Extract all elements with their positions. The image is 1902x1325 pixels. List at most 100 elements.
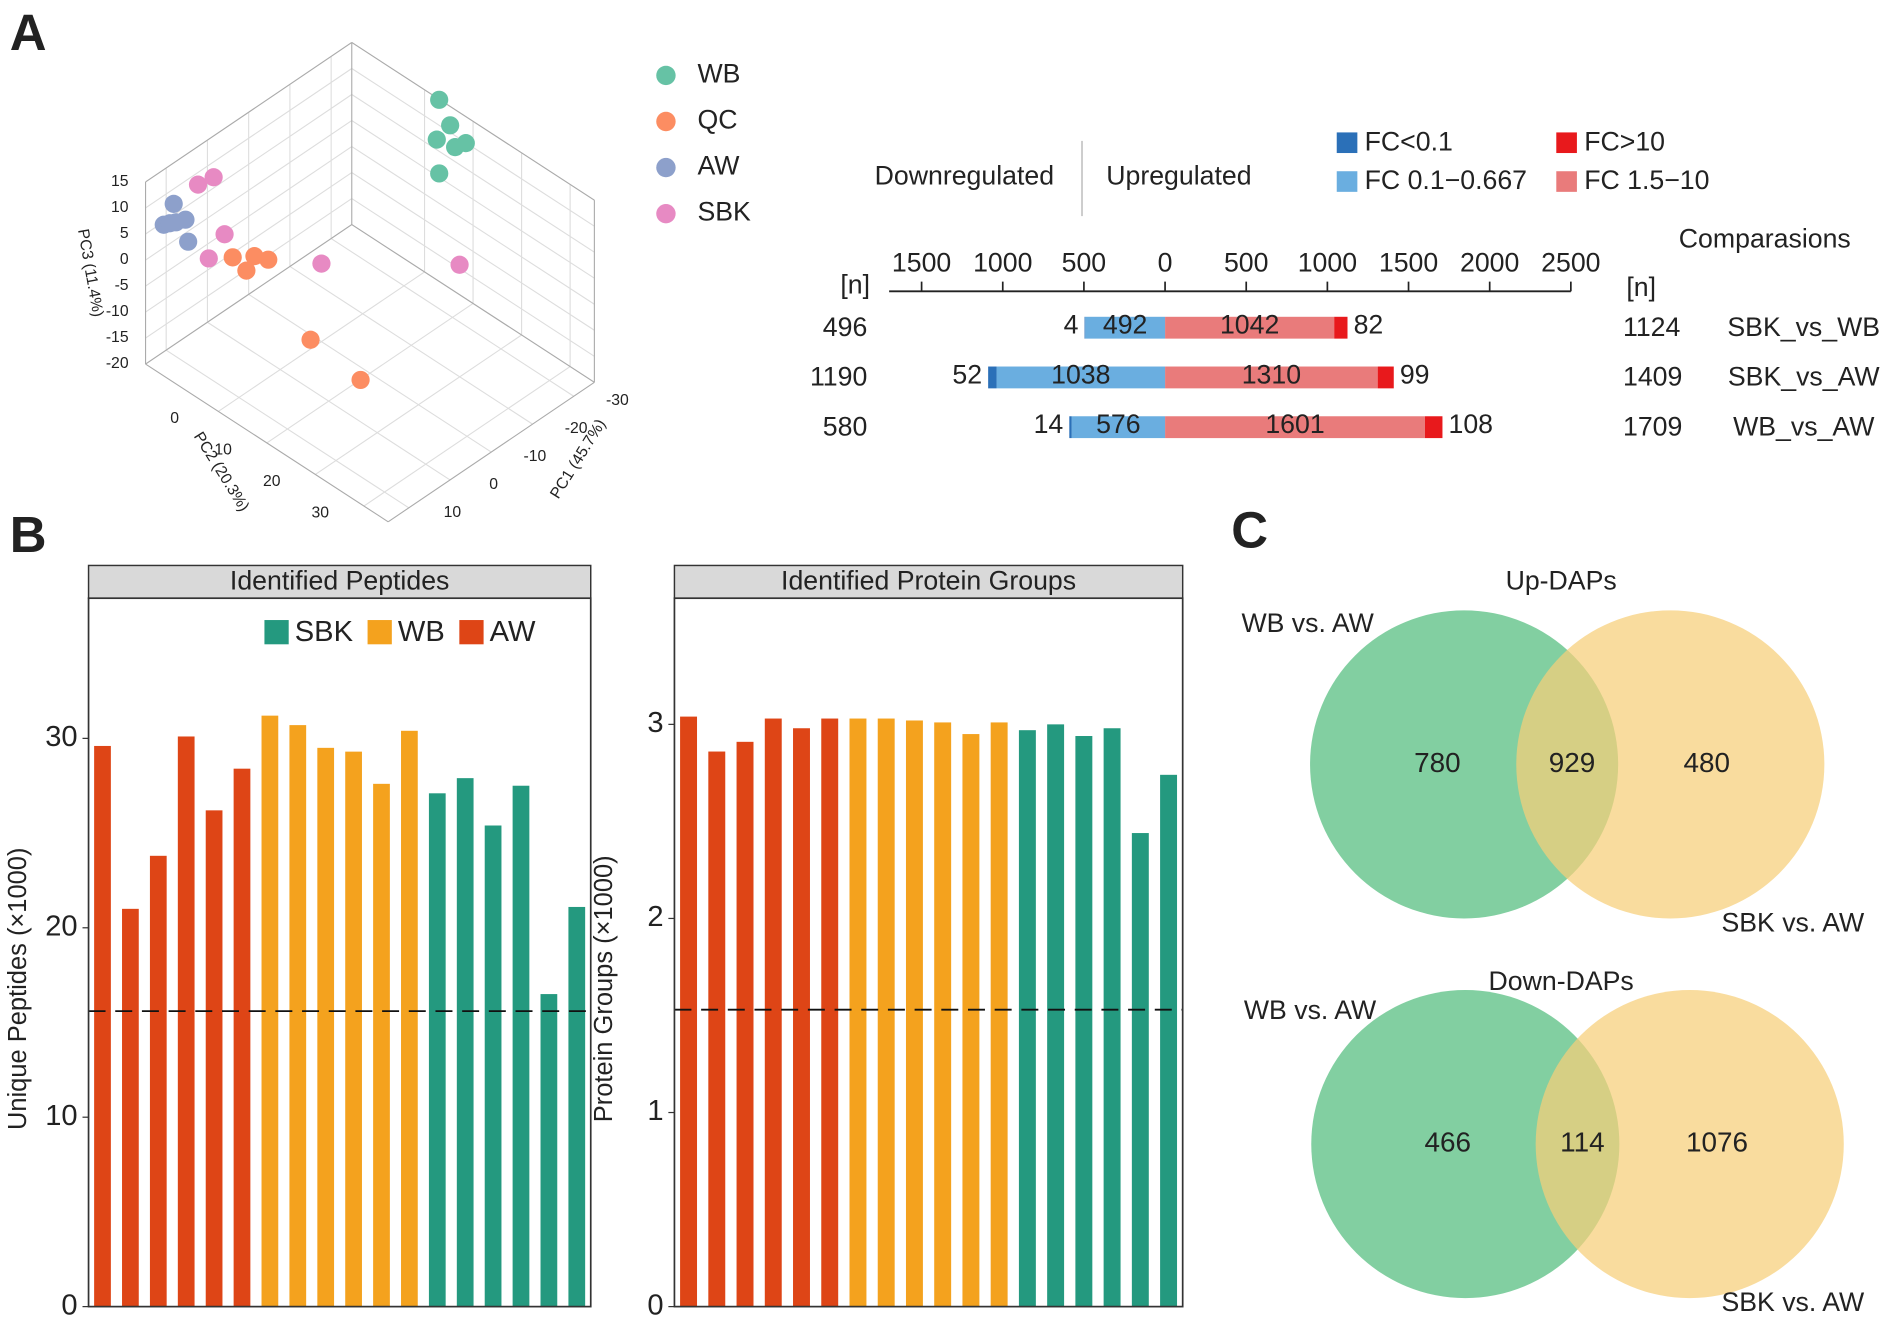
venn-set [1311,990,1620,1299]
bar [877,718,895,1307]
point [237,261,256,280]
bar [484,825,502,1307]
set-label: WB vs. AW [1244,995,1377,1025]
z-tick-label: 5 [120,225,129,242]
legend-swatch [459,620,484,645]
bar [1047,724,1065,1307]
point [441,116,460,135]
row-total: 496 [823,312,868,342]
point [351,370,370,390]
venn-set [1516,610,1825,919]
point [430,164,449,183]
bar-segment [1069,416,1072,439]
grid-line [266,302,474,444]
grid-line [351,94,595,253]
row-total: 580 [823,411,868,441]
bar [934,722,952,1307]
y-tick-label: 20 [263,473,281,490]
panel-title: Identified Peptides [230,565,449,595]
bar [680,716,698,1307]
venn-title: Up-DAPs [1506,565,1617,595]
point [204,168,223,187]
legend-label: FC>10 [1584,126,1665,156]
grid-line [145,94,353,235]
grid-line [351,172,595,331]
legend-label: WB [697,58,740,88]
bar [1075,736,1093,1307]
legend-swatch [656,111,676,132]
data-label: 4 [1064,310,1079,340]
plot-frame [673,597,1184,1308]
bar [990,722,1008,1307]
box-edge [387,381,595,523]
bar [568,906,586,1307]
x-tick-label: 2000 [1460,248,1519,278]
y-tick-label: 30 [311,504,329,521]
y-tick-label: 3 [647,707,663,739]
row-label: SBK_vs_WB [1727,312,1880,342]
box-edge [145,224,353,365]
bar-segment [996,366,1166,389]
data-label: 576 [1096,409,1141,439]
grid-line [351,120,595,279]
y-tick-label: 10 [45,1100,77,1132]
legend-label: FC<0.1 [1365,126,1453,156]
z-tick-label: -5 [115,277,129,294]
data-label: 14 [1034,409,1064,439]
legend-swatch [1336,171,1358,192]
venn-count: 480 [1683,747,1730,778]
box-edge [145,363,389,523]
x-tick-label: 500 [1224,248,1269,278]
row-label: SBK_vs_AW [1728,362,1881,392]
legend-swatch [1556,171,1577,192]
row-total: 1190 [810,362,867,392]
x-tick-label: 1000 [973,248,1032,278]
panel-letter: A [10,4,47,61]
bar [1103,728,1121,1307]
point [301,330,320,349]
bar-segment [1165,366,1378,389]
venn-count: 114 [1560,1126,1604,1157]
venn-title: Down-DAPs [1489,966,1634,996]
grid-line [315,334,522,475]
y-tick-label: 10 [214,441,232,458]
z-tick-label: 10 [111,199,129,216]
bar-segment [1377,366,1394,389]
legend-label: AW [490,616,536,648]
venn-count: 466 [1424,1126,1471,1157]
y-axis-label: Unique Peptides (×1000) [4,848,32,1130]
point [199,249,218,268]
row-total: 1124 [1623,312,1681,342]
grid-line [145,146,353,287]
y-tick-label: 0 [647,1289,663,1321]
legend-label: FC 0.1−0.667 [1365,165,1527,195]
legend-label: SBK [697,197,751,227]
set-label: WB vs. AW [1241,608,1374,638]
y-tick-label: 2 [647,901,663,933]
data-label: 1310 [1242,359,1301,389]
venn-count: 780 [1414,747,1461,778]
bar [233,768,251,1307]
y-tick-label: 0 [170,410,179,427]
y-axis-label: Protein Groups (×1000) [590,855,618,1122]
bar [540,994,558,1307]
bar [401,730,418,1307]
venn-count: 929 [1549,747,1596,778]
z-tick-label: 15 [111,173,129,190]
bar [205,810,223,1307]
bar [456,778,474,1307]
bar [261,715,279,1307]
legend-swatch [1556,132,1577,154]
panel-letter: B [10,506,47,563]
bar [962,734,980,1307]
bar [1160,774,1178,1307]
header-label: Downregulated [875,160,1054,190]
box-edge [351,42,595,201]
y-tick-label: 1 [647,1095,663,1127]
bar [512,785,530,1307]
z-tick-label: -10 [106,303,129,320]
legend-swatch [367,620,392,645]
row-total: 1409 [1623,362,1682,392]
legend-swatch [656,203,676,224]
